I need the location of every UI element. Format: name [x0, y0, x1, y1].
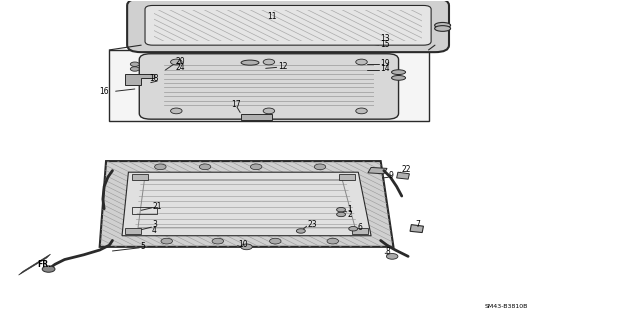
Ellipse shape [392, 76, 406, 80]
Polygon shape [100, 161, 394, 247]
Circle shape [131, 67, 140, 71]
FancyBboxPatch shape [127, 0, 449, 52]
Text: 6: 6 [357, 223, 362, 232]
Text: 19: 19 [381, 59, 390, 68]
Ellipse shape [392, 70, 406, 75]
Text: 12: 12 [278, 62, 287, 71]
Text: 10: 10 [238, 240, 248, 249]
Circle shape [212, 238, 223, 244]
Circle shape [327, 238, 339, 244]
FancyBboxPatch shape [145, 5, 431, 45]
Circle shape [161, 238, 173, 244]
Circle shape [356, 59, 367, 65]
FancyBboxPatch shape [140, 54, 399, 119]
Polygon shape [122, 172, 371, 236]
Text: 4: 4 [152, 226, 157, 234]
Polygon shape [132, 174, 148, 180]
Text: 24: 24 [175, 63, 185, 72]
Text: 7: 7 [416, 220, 420, 229]
Polygon shape [410, 225, 424, 233]
Polygon shape [19, 254, 51, 275]
Text: 8: 8 [386, 247, 390, 256]
Circle shape [131, 62, 140, 66]
Text: 2: 2 [348, 210, 352, 219]
Circle shape [314, 164, 326, 170]
Polygon shape [241, 114, 273, 121]
Circle shape [269, 238, 281, 244]
Text: 21: 21 [152, 202, 161, 211]
Polygon shape [125, 228, 141, 234]
Circle shape [241, 244, 252, 250]
Circle shape [155, 164, 166, 170]
Text: 17: 17 [231, 100, 241, 109]
Circle shape [263, 59, 275, 65]
Text: 18: 18 [149, 74, 158, 83]
Circle shape [356, 108, 367, 114]
Polygon shape [125, 74, 154, 85]
Circle shape [296, 229, 305, 233]
Polygon shape [352, 228, 368, 234]
Polygon shape [339, 174, 355, 180]
Circle shape [250, 164, 262, 170]
Ellipse shape [241, 60, 259, 65]
Circle shape [171, 108, 182, 114]
Ellipse shape [435, 22, 451, 28]
Text: 22: 22 [402, 165, 412, 174]
Ellipse shape [435, 26, 451, 31]
Text: 15: 15 [381, 40, 390, 49]
Text: 3: 3 [152, 220, 157, 229]
Text: SM43-B3810B: SM43-B3810B [484, 304, 528, 309]
Text: 9: 9 [389, 171, 394, 180]
Text: FR.: FR. [38, 260, 52, 270]
Circle shape [263, 108, 275, 114]
Circle shape [349, 226, 358, 231]
Circle shape [337, 207, 346, 212]
Text: 5: 5 [140, 242, 145, 251]
Circle shape [42, 266, 55, 272]
Polygon shape [368, 167, 387, 174]
Circle shape [171, 59, 182, 65]
Polygon shape [109, 50, 429, 122]
Circle shape [337, 212, 346, 217]
Text: 11: 11 [268, 12, 277, 21]
Circle shape [199, 164, 211, 170]
Text: 1: 1 [348, 205, 352, 214]
Text: 14: 14 [381, 64, 390, 73]
Text: 13: 13 [381, 34, 390, 43]
Text: 20: 20 [175, 57, 185, 66]
Text: 23: 23 [307, 220, 317, 229]
Circle shape [387, 254, 398, 259]
Polygon shape [397, 172, 410, 179]
Text: 16: 16 [99, 87, 109, 96]
